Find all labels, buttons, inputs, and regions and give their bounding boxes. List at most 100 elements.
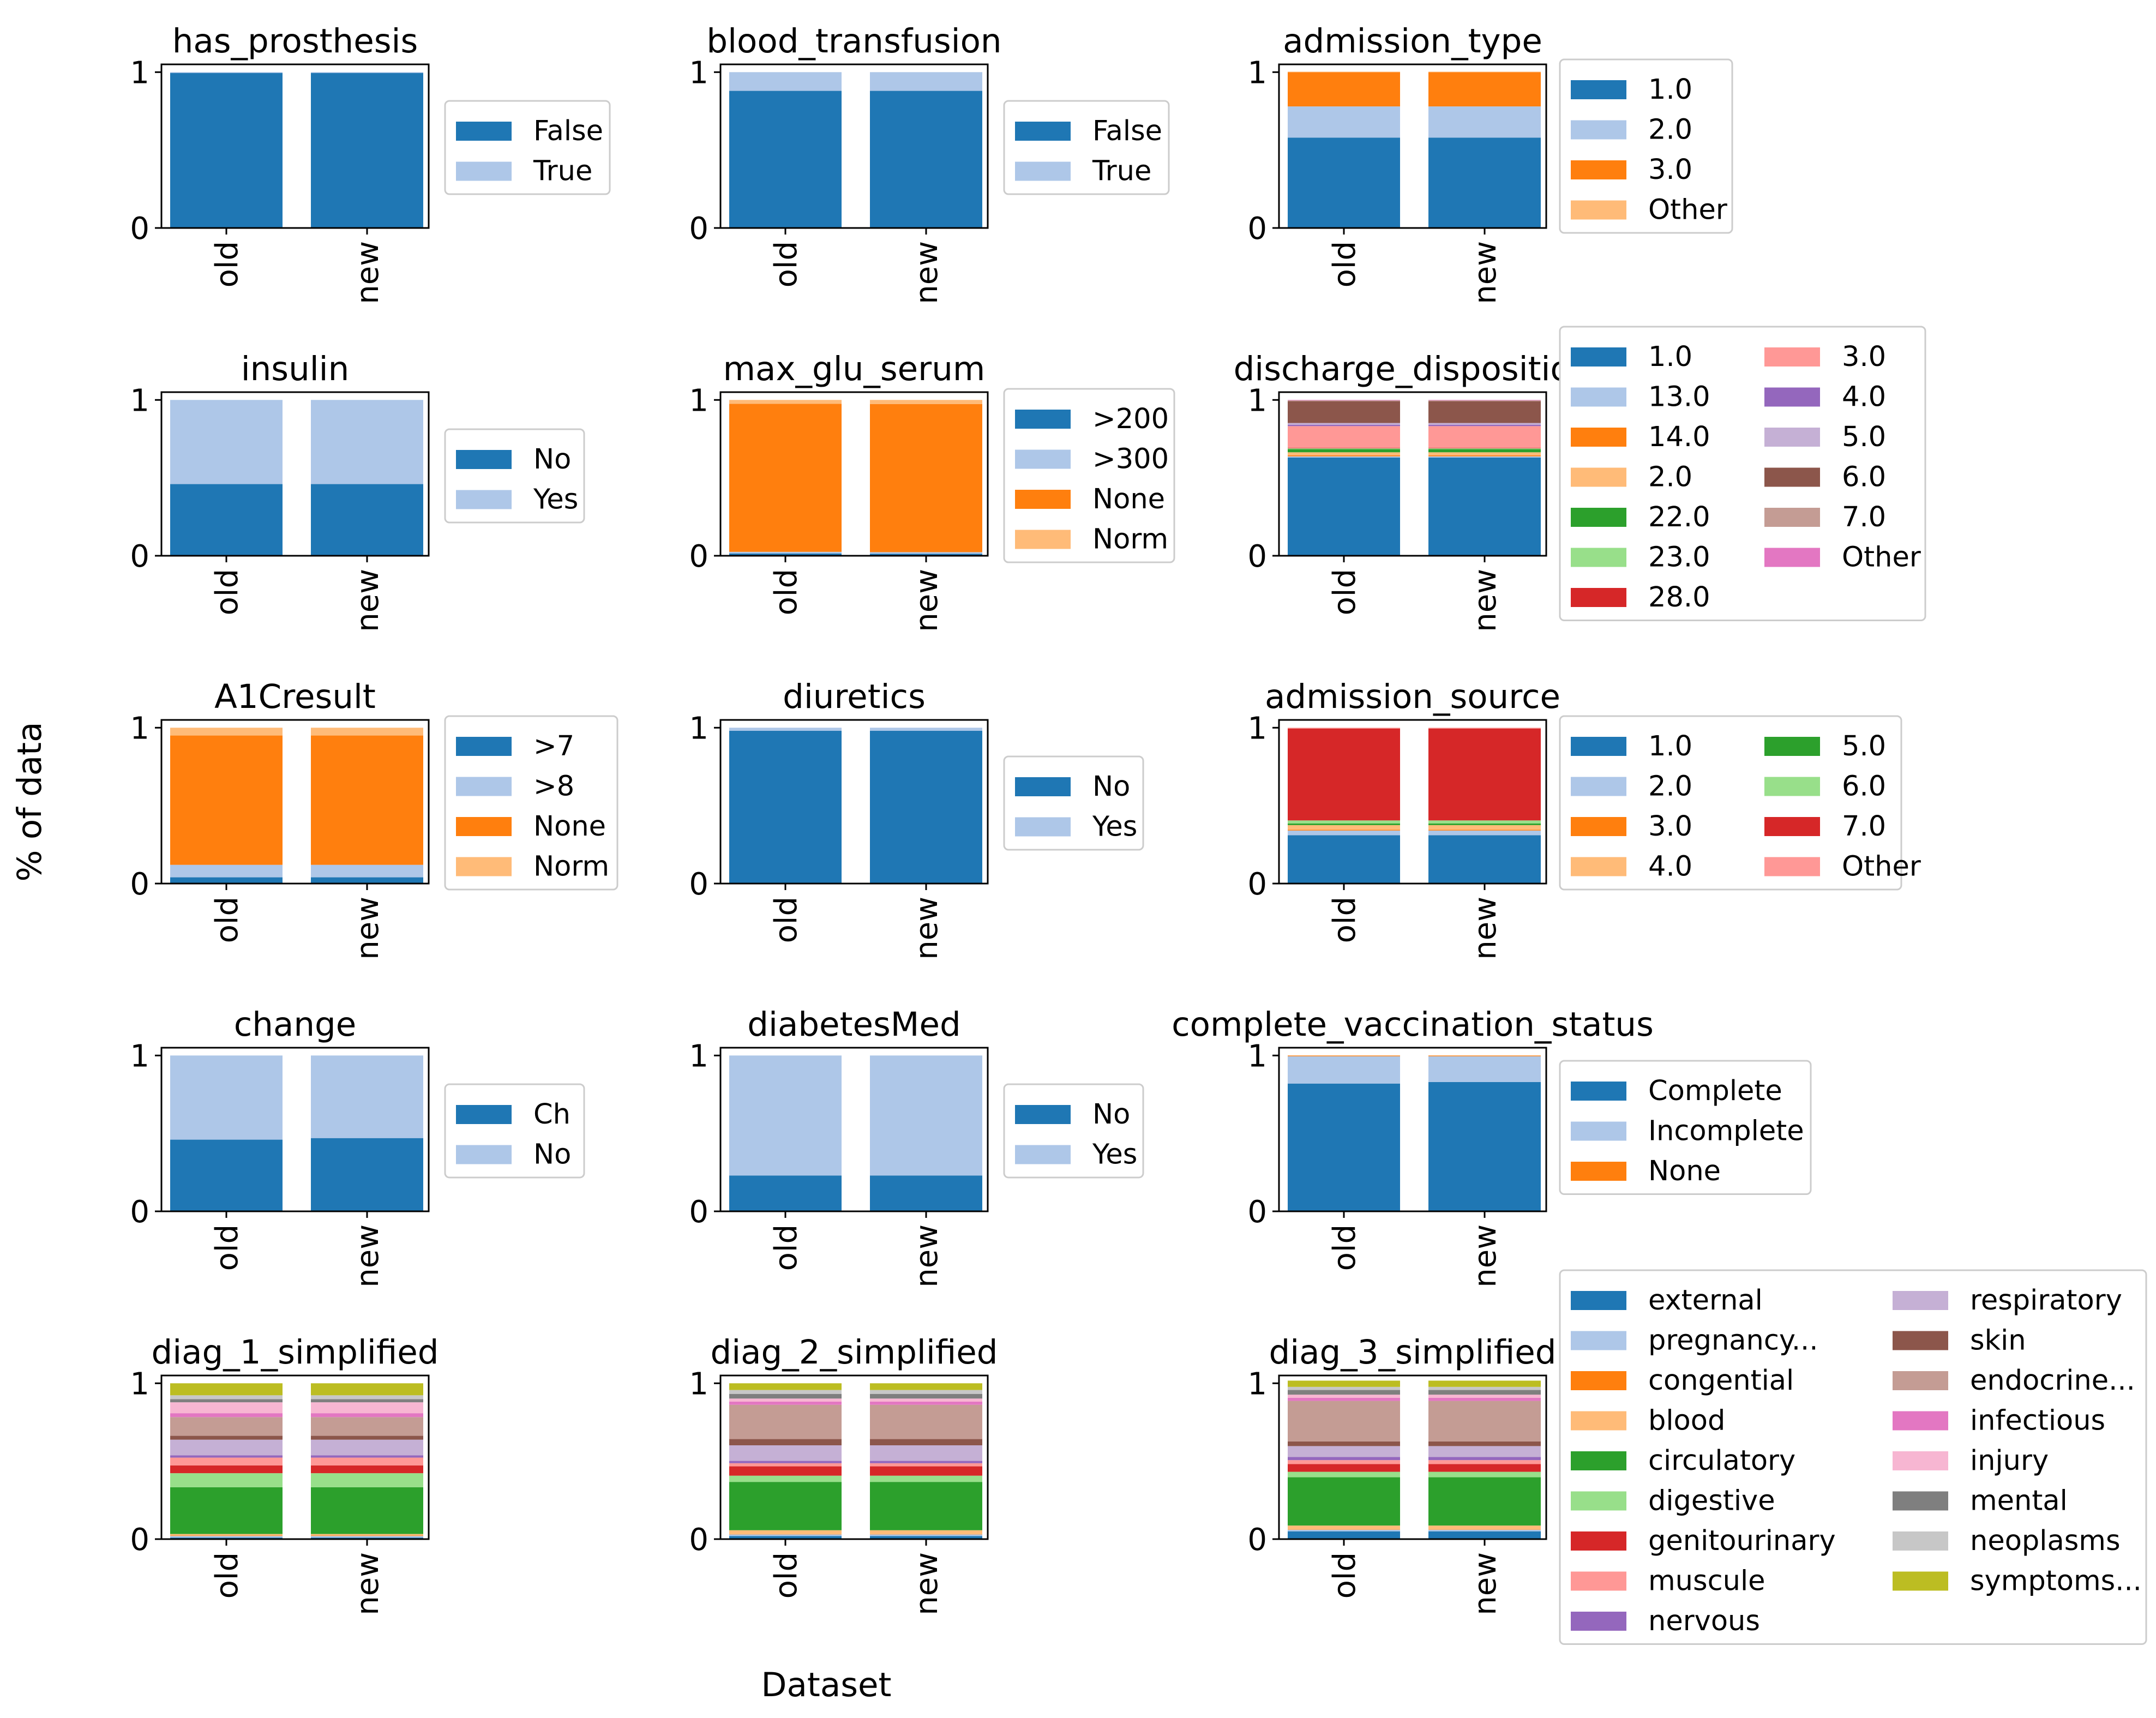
legend-swatch [1015,1105,1071,1124]
legend-swatch [1893,1571,1948,1591]
bar-segment-new-symptoms... [311,1383,423,1396]
x-tick-label: new [350,1224,386,1288]
y-tick-label: 1 [689,383,708,418]
x-tick-label: old [768,569,804,615]
x-tick-label: new [909,1552,945,1615]
bar-segment-old-endocrine... [170,1417,283,1436]
legend-label: 6.0 [1842,461,1886,494]
legend-label: Other [1648,194,1727,226]
legend-swatch [1893,1411,1948,1431]
y-tick-label: 1 [1247,711,1267,746]
bar-segment-new-2.0 [1428,830,1541,836]
bar-segment-new-congential [870,1534,982,1535]
subplot-title: change [234,1005,357,1044]
legend: 1.0 13.0 14.0 2.0 22.0 23.0 28.0 3.0 4.0 5.0 6.0 7.… [1559,326,1926,621]
x-tick-label: new [350,1552,386,1615]
legend-swatch [1571,1531,1626,1551]
legend-swatch [1571,387,1626,407]
bar-segment-old-genitourinary [170,1465,283,1474]
bar-segment-new-No [870,1175,982,1211]
bar-segment-new-Ch [311,1138,423,1211]
bar-segment-old-infectious [170,1413,283,1417]
legend-label: Norm [533,851,609,883]
bar-segment-new-circulatory [1428,1477,1541,1526]
subplot-title: diuretics [783,677,926,716]
bar-segment-new-symptoms... [870,1383,982,1390]
bar-segment-new-True [870,72,982,91]
bar-segment-old-False [729,91,842,228]
legend-swatch [1893,1371,1948,1390]
bar-segment-new-infectious [311,1413,423,1417]
bar-segment-new-genitourinary [870,1466,982,1476]
x-tick-label: old [1327,569,1362,615]
plot-frame [1278,1047,1547,1212]
plot-frame [1278,1374,1547,1540]
x-tick-label: new [350,569,386,632]
bar-segment-new-neoplasms [1428,1386,1541,1390]
bar-segment-old-1.0 [1288,137,1400,228]
bar-segment-new-Other [1428,71,1541,73]
bar-segment-old-respiratory [1288,1446,1400,1457]
bar-segment-old-infectious [1288,1397,1400,1401]
y-tick-label: 1 [1247,1366,1267,1402]
y-tick-label: 1 [1247,55,1267,91]
subplot-title: complete_vaccination_status [1172,1005,1654,1044]
bar-segment-new-neoplasms [311,1395,423,1399]
bar-segment-old-muscule [1288,1460,1400,1464]
bar-segment-new-digestive [311,1473,423,1487]
bar-segment-old->8 [170,864,283,878]
bar-segment-old-genitourinary [1288,1464,1400,1472]
subplot-title: has_prosthesis [172,22,418,61]
bar-segment-new-2.0 [1428,452,1541,455]
legend-swatch [1764,508,1820,527]
y-tick-label: 0 [130,539,149,574]
bar-segment-old-digestive [1288,1471,1400,1477]
legend-label: Yes [533,484,578,516]
y-tick-label: 0 [1247,539,1267,574]
x-tick-label: new [1468,241,1503,304]
bar-segment-old-3.0 [1288,72,1400,107]
bar-segment-old-Norm [729,400,842,404]
legend-label: True [533,155,592,188]
legend-label: endocrine... [1970,1365,2135,1397]
legend-swatch [1571,737,1626,756]
legend-label: infectious [1970,1405,2105,1437]
legend-label: pregnancy... [1648,1325,1818,1357]
legend-swatch [1764,548,1820,567]
bar-segment-new-nervous [1428,1457,1541,1461]
bar-segment-old-5.0 [1288,824,1400,825]
legend-label: No [1092,771,1130,803]
legend-label: Yes [1092,811,1137,843]
x-tick-label: old [209,241,245,287]
x-tick-label: old [768,1224,804,1271]
bar-segment-old-True [729,72,842,91]
plot-frame [1278,719,1547,885]
bar-segment-old-14.0 [1288,455,1400,456]
legend-swatch [1571,1291,1626,1310]
legend: 1.0 2.0 3.0 4.0 5.0 6.0 7.0 Other [1559,715,1921,891]
legend-swatch [1893,1331,1948,1350]
legend-label: None [533,810,606,843]
legend-label: Norm [1092,524,1168,556]
legend-swatch [1571,548,1626,567]
subplot-title: A1Cresult [214,677,376,716]
legend-label: respiratory [1970,1284,2122,1317]
bar-segment-new-respiratory [311,1439,423,1456]
bar-segment-old-nervous [1288,1457,1400,1461]
bar-segment-new-None [311,735,423,865]
legend-swatch [1571,200,1626,220]
legend-label: 3.0 [1648,810,1692,843]
bar-segment-old-None [170,735,283,865]
legend-swatch [456,490,512,509]
bar-segment-old-skin [1288,1441,1400,1446]
bar-segment-new-6.0 [1428,401,1541,423]
legend-label: external [1648,1284,1763,1317]
plot-frame [160,391,430,557]
legend-swatch [1571,467,1626,487]
bar-segment-old-Yes [729,728,842,731]
bar-segment-new-injury [311,1402,423,1414]
bar-segment-new-1.0 [1428,137,1541,228]
